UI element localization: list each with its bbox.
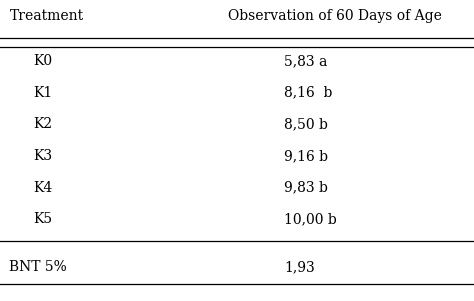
- Text: K1: K1: [33, 86, 53, 100]
- Text: BNT 5%: BNT 5%: [9, 260, 67, 275]
- Text: K5: K5: [33, 212, 52, 226]
- Text: 8,50 b: 8,50 b: [284, 117, 328, 132]
- Text: Observation of 60 Days of Age: Observation of 60 Days of Age: [228, 9, 441, 23]
- Text: 8,16  b: 8,16 b: [284, 86, 333, 100]
- Text: 10,00 b: 10,00 b: [284, 212, 337, 226]
- Text: 9,83 b: 9,83 b: [284, 181, 328, 195]
- Text: 9,16 b: 9,16 b: [284, 149, 328, 163]
- Text: K2: K2: [33, 117, 52, 132]
- Text: Treatment: Treatment: [9, 9, 83, 23]
- Text: K3: K3: [33, 149, 52, 163]
- Text: 1,93: 1,93: [284, 260, 315, 275]
- Text: K4: K4: [33, 181, 53, 195]
- Text: K0: K0: [33, 54, 52, 68]
- Text: 5,83 a: 5,83 a: [284, 54, 328, 68]
